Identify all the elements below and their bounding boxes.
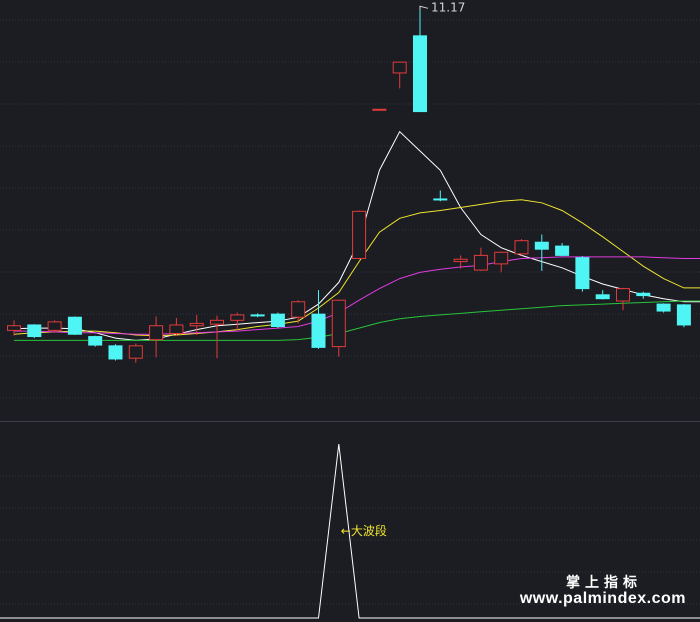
candle-body xyxy=(331,299,346,348)
candle-body xyxy=(413,35,427,113)
candle-body xyxy=(352,210,367,259)
candle-body xyxy=(555,245,570,256)
candle-body xyxy=(676,304,691,326)
candle-body xyxy=(372,108,387,111)
watermark-cn: 掌上指标 xyxy=(566,574,642,590)
candle-body xyxy=(230,314,245,321)
candle-body xyxy=(494,251,509,265)
candle-body xyxy=(656,303,671,312)
candle-body xyxy=(595,294,610,300)
ma20-line xyxy=(14,256,700,335)
candle-body xyxy=(473,254,488,271)
high-marker xyxy=(419,5,429,11)
candle-body xyxy=(108,345,123,360)
candle-body xyxy=(392,61,407,74)
candle-body xyxy=(575,257,590,290)
candle-body xyxy=(149,325,164,341)
candle-body xyxy=(128,345,143,359)
signal-annotation: ←大波段 xyxy=(341,523,387,538)
high-price-label: 11.17 xyxy=(431,0,465,14)
candle-body xyxy=(514,240,529,255)
candle-body xyxy=(7,325,21,331)
watermark-url: www.palmindex.com xyxy=(519,590,686,607)
candle-body xyxy=(636,292,651,297)
candle-body xyxy=(67,316,82,335)
signal-line xyxy=(0,443,700,619)
candle-body xyxy=(433,198,448,201)
candle-body xyxy=(616,288,630,302)
candle-body xyxy=(270,313,285,328)
candle-body xyxy=(88,336,103,346)
ma60-line xyxy=(14,300,700,341)
candle-body xyxy=(47,321,62,331)
candle-body xyxy=(311,313,326,348)
candle-body xyxy=(169,324,184,334)
candle-body xyxy=(453,258,468,263)
candle-body xyxy=(250,314,265,317)
candle-body xyxy=(210,319,224,325)
candle-body xyxy=(534,241,549,250)
candle-body xyxy=(291,301,306,318)
candle-body xyxy=(189,322,204,327)
candle-body xyxy=(27,324,42,338)
